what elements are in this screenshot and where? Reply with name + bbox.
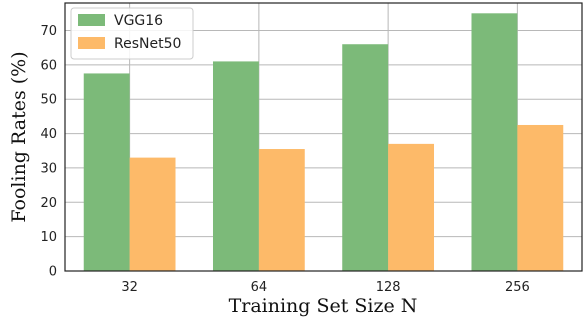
y-tick-label: 60 [40, 58, 57, 73]
x-tick-labels: 32 64 128 256 [121, 280, 529, 295]
plot-frame [64, 2, 583, 272]
x-tick-label: 32 [121, 280, 138, 295]
legend-swatch [78, 14, 105, 26]
y-tick-label: 40 [40, 127, 57, 142]
y-tick-label: 50 [40, 93, 57, 108]
y-tick-labels: 0 10 20 30 40 50 60 70 [40, 24, 57, 280]
y-tick-label: 30 [40, 161, 57, 176]
legend: VGG16 ResNet50 [70, 7, 194, 60]
bar-resnet50-256 [517, 124, 564, 271]
y-tick-label: 20 [40, 196, 57, 211]
bar-resnet50-128 [388, 143, 435, 271]
x-tick-label: 128 [376, 280, 401, 295]
legend-label: ResNet50 [114, 36, 181, 52]
x-axis-label: Training Set Size N [229, 295, 418, 317]
y-tick-label: 10 [40, 230, 57, 245]
bar-resnet50-64 [258, 149, 305, 271]
bar-vgg16-64 [212, 61, 259, 272]
bar-vgg16-256 [471, 13, 518, 272]
bar-vgg16-128 [342, 44, 389, 271]
y-axis-label: Fooling Rates (%) [8, 51, 30, 222]
bar-resnet50-32 [129, 157, 176, 271]
bar-vgg16-32 [83, 73, 130, 271]
y-tick-label: 0 [49, 265, 57, 280]
legend-swatch [78, 37, 105, 49]
y-tick-label: 70 [40, 24, 57, 39]
x-tick-label: 256 [505, 280, 530, 295]
bars [83, 13, 564, 272]
x-tick-label: 64 [251, 280, 268, 295]
legend-label: VGG16 [114, 13, 163, 29]
